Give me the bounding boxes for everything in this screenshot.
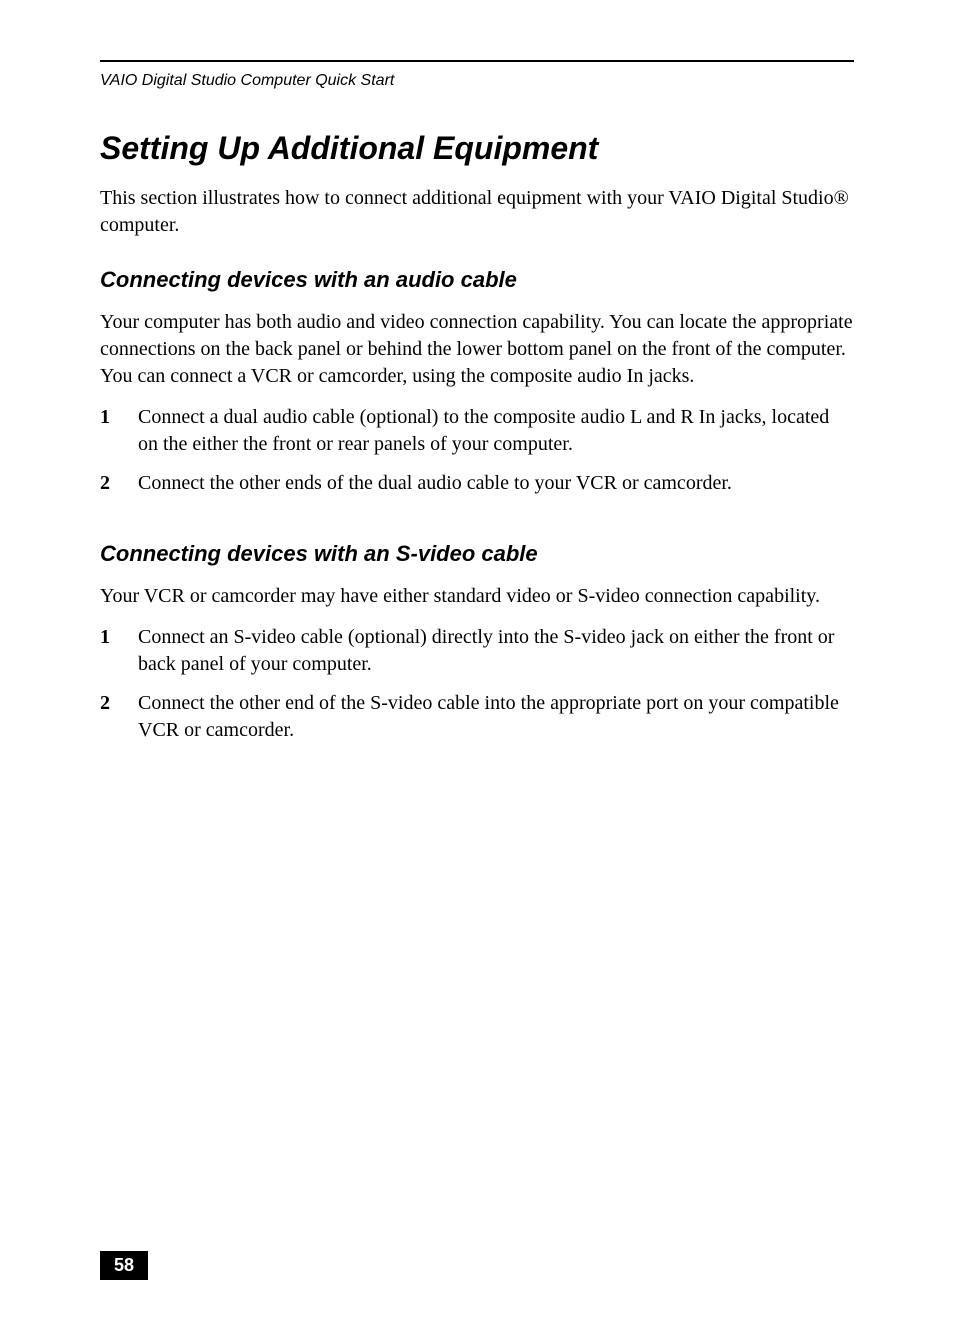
spacer	[100, 527, 854, 541]
section-body-audio: Your computer has both audio and video c…	[100, 309, 854, 390]
section-heading-audio: Connecting devices with an audio cable	[100, 267, 854, 293]
list-number: 2	[100, 690, 138, 744]
list-item: 1 Connect a dual audio cable (optional) …	[100, 404, 854, 458]
top-rule	[100, 60, 854, 62]
list-item: 2 Connect the other end of the S-video c…	[100, 690, 854, 744]
list-content: Connect the other end of the S-video cab…	[138, 690, 854, 744]
list-content: Connect the other ends of the dual audio…	[138, 470, 854, 497]
page-number: 58	[100, 1251, 148, 1280]
list-number: 2	[100, 470, 138, 497]
steps-list-svideo: 1 Connect an S-video cable (optional) di…	[100, 624, 854, 744]
list-content: Connect an S-video cable (optional) dire…	[138, 624, 854, 678]
steps-list-audio: 1 Connect a dual audio cable (optional) …	[100, 404, 854, 497]
list-content: Connect a dual audio cable (optional) to…	[138, 404, 854, 458]
list-number: 1	[100, 624, 138, 678]
running-head: VAIO Digital Studio Computer Quick Start	[100, 72, 854, 90]
list-item: 1 Connect an S-video cable (optional) di…	[100, 624, 854, 678]
list-number: 1	[100, 404, 138, 458]
list-item: 2 Connect the other ends of the dual aud…	[100, 470, 854, 497]
section-heading-svideo: Connecting devices with an S-video cable	[100, 541, 854, 567]
page-title: Setting Up Additional Equipment	[100, 130, 854, 167]
intro-paragraph: This section illustrates how to connect …	[100, 185, 854, 239]
section-body-svideo: Your VCR or camcorder may have either st…	[100, 583, 854, 610]
